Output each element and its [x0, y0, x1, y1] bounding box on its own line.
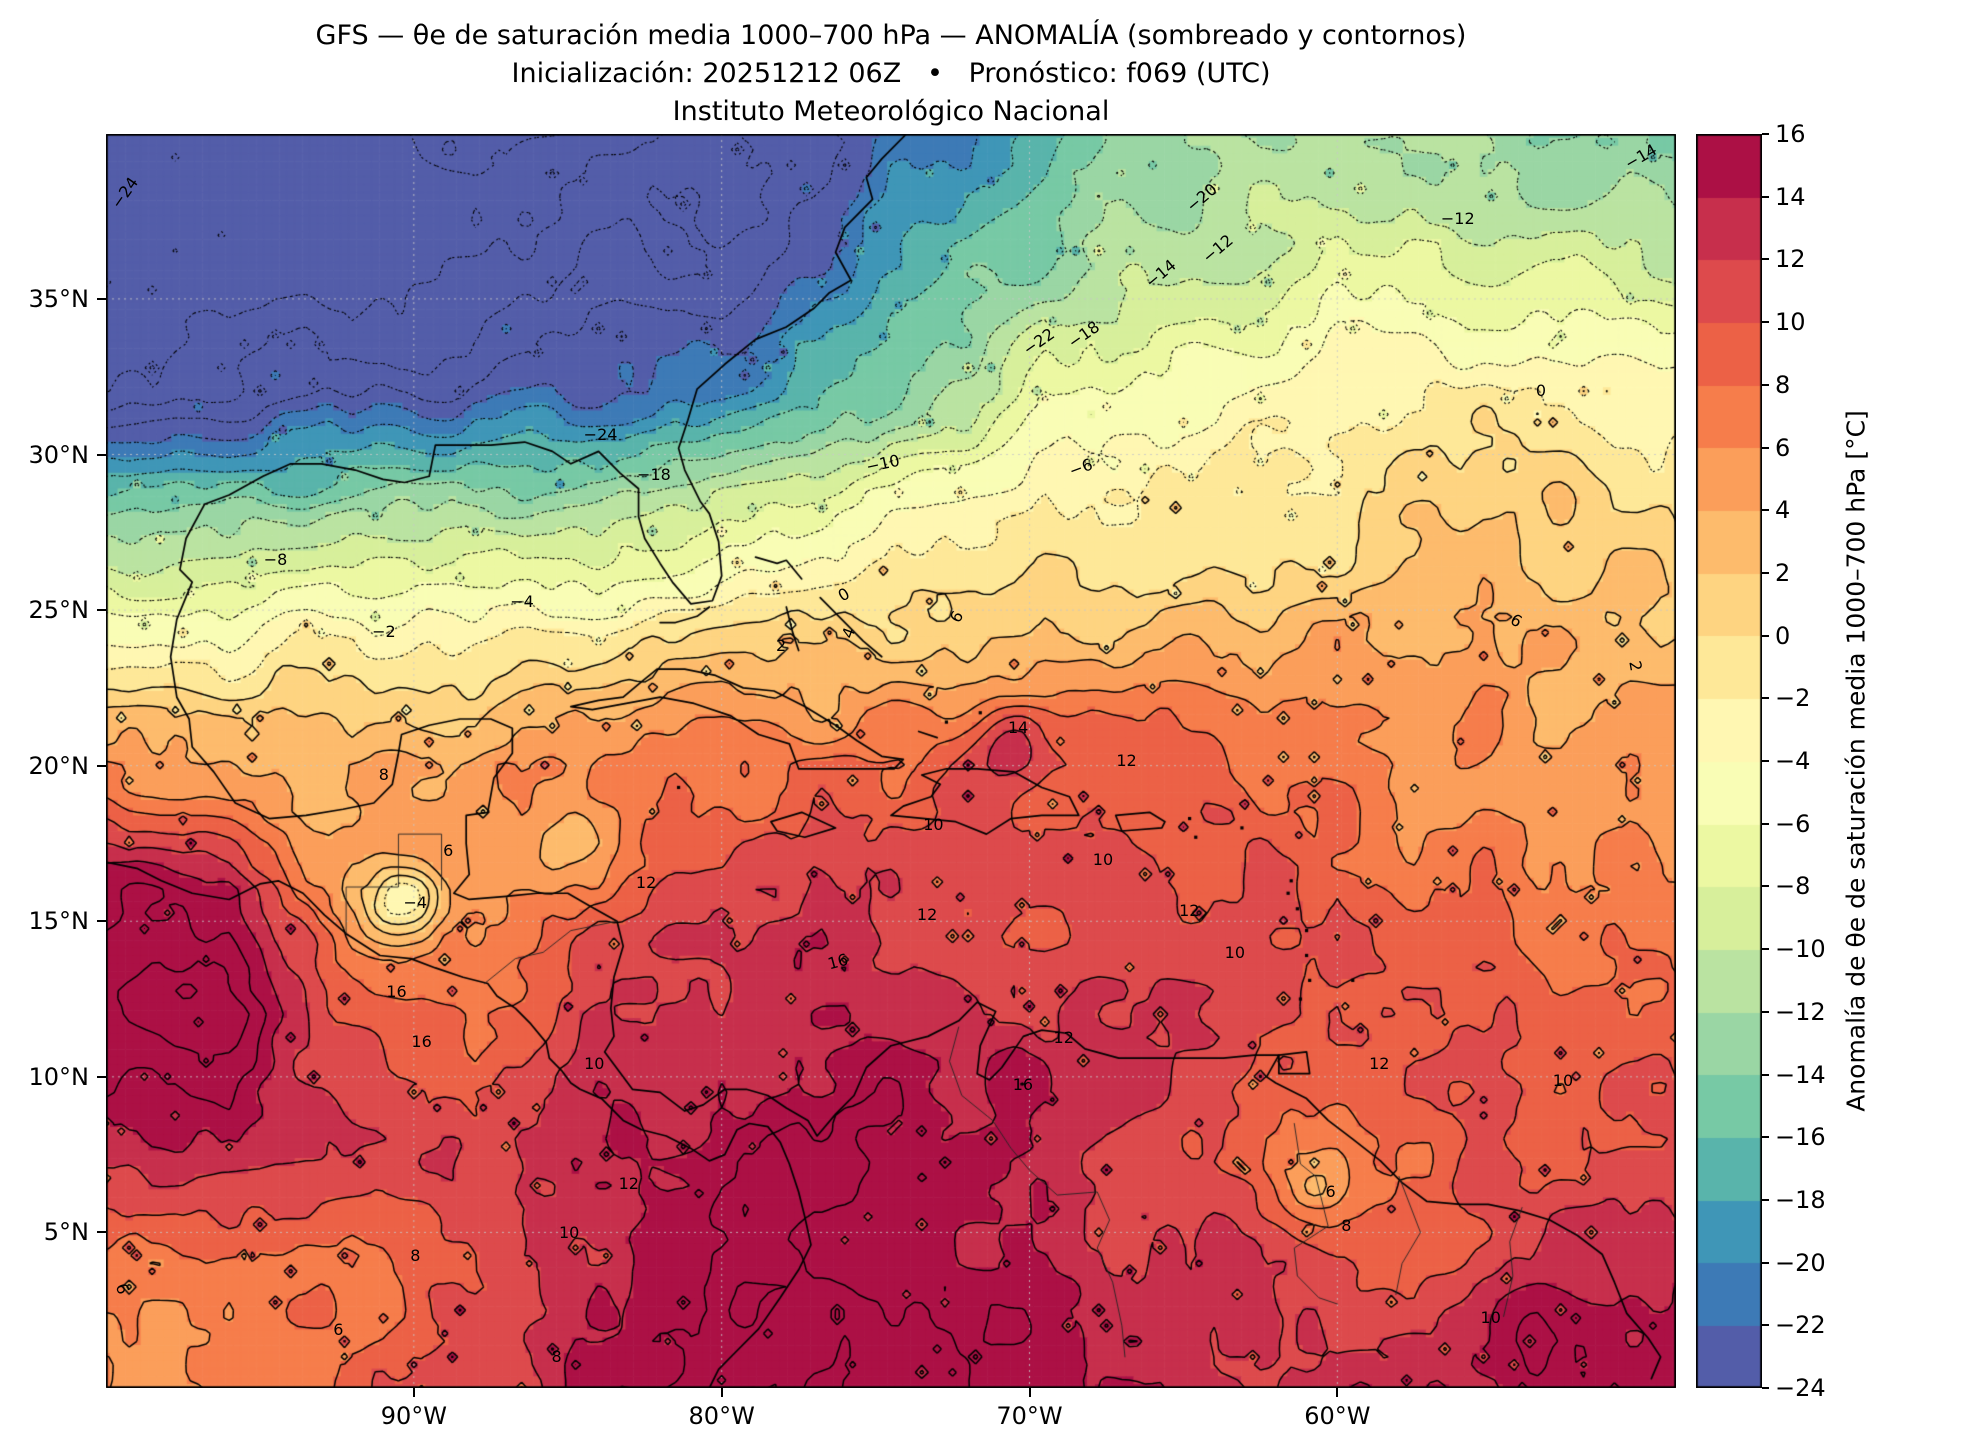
- x-tick-mark: [1336, 1388, 1339, 1397]
- x-tick-label: 90°W: [380, 1402, 447, 1430]
- y-tick-mark: [97, 1075, 106, 1078]
- colorbar-tick-label: −4: [1775, 747, 1811, 775]
- colorbar-tick-mark: [1762, 948, 1769, 951]
- y-tick-label: 35°N: [28, 284, 90, 313]
- chart-subtitle-init-forecast: Inicialización: 20251212 06Z • Pronóstic…: [511, 58, 1271, 89]
- y-tick-mark: [97, 297, 106, 300]
- chart-institution: Instituto Meteorológico Nacional: [672, 96, 1110, 127]
- colorbar-tick-mark: [1762, 822, 1769, 825]
- colorbar-tick-label: 6: [1775, 433, 1791, 462]
- colorbar-tick-label: 0: [1775, 621, 1791, 650]
- y-tick-mark: [97, 920, 106, 923]
- y-tick-label: 10°N: [28, 1062, 90, 1091]
- colorbar-tick-mark: [1762, 1010, 1769, 1013]
- colorbar-tick-label: 10: [1775, 308, 1806, 337]
- y-tick-label: 15°N: [28, 907, 90, 936]
- y-tick-label: 30°N: [28, 440, 90, 469]
- colorbar-tick-mark: [1762, 760, 1769, 762]
- colorbar-tick-label: −16: [1775, 1123, 1826, 1152]
- colorbar-tick-label: −22: [1775, 1311, 1826, 1340]
- colorbar-label: Anomalía de θe de saturación media 1000–…: [1841, 410, 1871, 1112]
- colorbar-tick-label: 12: [1775, 245, 1806, 274]
- x-tick-label: 60°W: [1304, 1402, 1371, 1430]
- colorbar-tick-mark: [1762, 1261, 1769, 1264]
- colorbar-tick-label: 8: [1775, 370, 1791, 399]
- colorbar: [1696, 134, 1762, 1388]
- map-area: −24 −24 −18 −8 −4 −2 −10 −6 −22 −18 −20 −14 −12 −12 −1…: [106, 134, 1676, 1388]
- colorbar-tick-mark: [1762, 634, 1769, 637]
- colorbar-tick-label: 14: [1775, 182, 1806, 211]
- colorbar-tick-mark: [1762, 1073, 1769, 1076]
- colorbar-tick-mark: [1762, 321, 1769, 324]
- y-tick-label: 25°N: [28, 596, 90, 625]
- colorbar-tick-label: −2: [1775, 684, 1811, 713]
- y-tick-label: 5°N: [43, 1218, 89, 1247]
- y-tick-mark: [97, 453, 106, 456]
- y-tick-mark: [97, 609, 106, 612]
- colorbar-tick-mark: [1762, 1324, 1769, 1327]
- colorbar-tick-mark: [1762, 571, 1769, 574]
- colorbar-tick-mark: [1762, 1387, 1769, 1389]
- colorbar-tick-label: 16: [1775, 120, 1806, 148]
- colorbar-tick-label: −24: [1775, 1374, 1826, 1402]
- colorbar-tick-label: −6: [1775, 809, 1811, 838]
- x-tick-mark: [1028, 1388, 1031, 1397]
- colorbar-tick-mark: [1762, 509, 1769, 512]
- colorbar-tick-mark: [1762, 697, 1769, 700]
- colorbar-tick-label: −20: [1775, 1248, 1826, 1277]
- x-tick-mark: [412, 1388, 415, 1397]
- y-tick-mark: [97, 1231, 106, 1234]
- colorbar-tick-label: −18: [1775, 1185, 1826, 1214]
- colorbar-tick-label: −14: [1775, 1060, 1826, 1089]
- colorbar-tick-label: −10: [1775, 935, 1826, 964]
- chart-title: GFS — θe de saturación media 1000–700 hP…: [315, 20, 1467, 51]
- colorbar-tick-mark: [1762, 1136, 1769, 1139]
- y-tick-label: 20°N: [28, 751, 90, 780]
- x-tick-label: 80°W: [688, 1402, 755, 1430]
- colorbar-tick-mark: [1762, 1198, 1769, 1201]
- colorbar-tick-mark: [1762, 446, 1769, 449]
- x-tick-label: 70°W: [996, 1402, 1063, 1430]
- colorbar-tick-label: 4: [1775, 496, 1791, 525]
- x-tick-mark: [720, 1388, 723, 1397]
- colorbar-tick-label: 2: [1775, 558, 1791, 587]
- colorbar-tick-mark: [1762, 885, 1769, 888]
- colorbar-tick-mark: [1762, 258, 1769, 261]
- colorbar-tick-mark: [1762, 383, 1769, 386]
- map-canvas: [106, 134, 1676, 1388]
- colorbar-tick-label: −8: [1775, 872, 1811, 901]
- colorbar-tick-mark: [1762, 195, 1769, 198]
- colorbar-tick-label: −12: [1775, 997, 1826, 1026]
- y-tick-mark: [97, 764, 106, 767]
- colorbar-tick-mark: [1762, 133, 1769, 135]
